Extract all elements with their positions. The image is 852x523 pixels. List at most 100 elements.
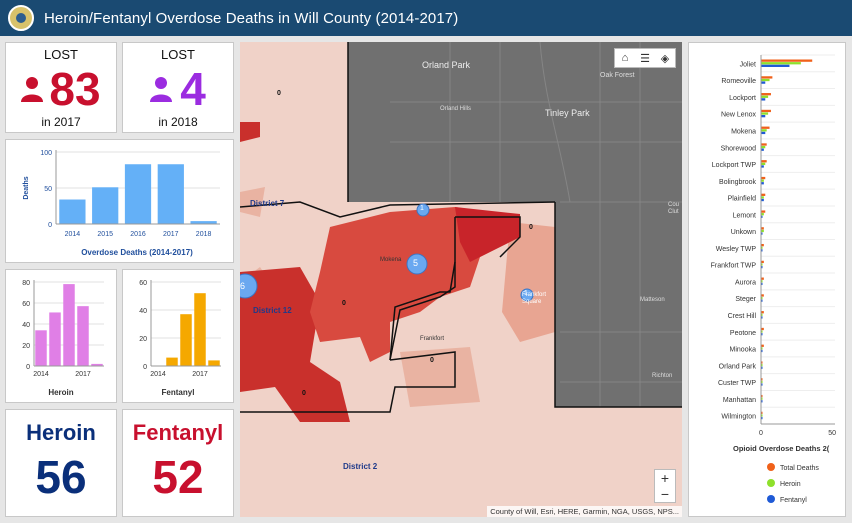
bar [761,400,763,403]
x-tick-label: 2014 [33,371,49,378]
map-canvas[interactable] [240,42,682,517]
bar [761,145,766,149]
x-tick-label: 2018 [196,231,212,238]
heroin-label: Heroin [26,420,96,445]
y-tick-label: 60 [22,301,30,308]
cluster-label[interactable]: 1 [524,290,528,297]
bar [761,95,769,98]
bar [761,313,763,316]
district-label: District 12 [253,306,292,315]
bar [761,411,763,415]
district-label: District 2 [343,462,378,471]
bar [194,293,206,366]
lost-2017-count: 83 [49,63,101,115]
category-label: Plainfield [728,196,757,203]
bar [761,64,790,67]
bar [761,229,764,233]
y-tick-label: 0 [26,364,30,371]
fentanyl-total-card: Fentanyl 52 [122,409,234,517]
bar [49,312,61,366]
bar [761,347,763,350]
lost-2018-count: 4 [180,63,206,115]
legend-swatch [767,495,775,503]
bar [761,299,763,302]
home-icon[interactable]: ⌂ [621,52,629,64]
category-label: New Lenox [721,112,757,119]
place-label: Tinley Park [545,108,590,118]
category-label: Aurora [735,279,756,286]
map-toolbar: ⌂ ☰ ◈ [614,48,676,68]
bar [166,357,178,366]
category-label: Wilmington [721,414,756,421]
bar [59,199,86,224]
y-tick-label: 20 [22,343,30,350]
bar [761,215,763,218]
opioid-bar-chart[interactable]: Joliet Romeoville Lockport New Lenox Mokena S… [689,43,845,516]
cluster-label[interactable]: 1 [420,205,424,212]
fentanyl-label: Fentanyl [132,420,224,445]
bar [761,227,764,230]
bar [761,98,766,101]
bar [124,164,152,224]
y-tick-label: 60 [139,280,147,287]
category-label: Lockport TWP [712,162,757,169]
zoom-control: + − [654,469,676,503]
cluster-label[interactable]: 5 [413,258,419,268]
place-label: Richton [652,373,673,379]
list-icon[interactable]: ☰ [640,52,650,65]
district-label: District 7 [250,199,285,208]
bar [761,112,769,115]
bar [91,363,103,366]
count-label: 0 [430,357,434,364]
place-label: Orland Hills [440,106,472,112]
page-title: Heroin/Fentanyl Overdose Deaths in Will … [44,9,459,27]
bar [761,148,764,151]
legend-swatch [767,463,775,471]
y-axis-title: Deaths [23,176,30,199]
y-tick-label: 50 [44,186,52,193]
zoom-in-button[interactable]: + [660,470,670,486]
bar [208,360,220,366]
layers-icon[interactable]: ◈ [660,52,670,65]
bar [761,380,763,384]
bar [761,193,766,196]
lost-label: LOST [44,47,78,62]
cluster-label[interactable]: 6 [240,281,246,291]
count-label: 0 [529,224,533,231]
bar [761,210,766,213]
lost-year-label: in 2017 [41,115,81,129]
legend-label: Total Deaths [780,465,819,472]
heroin-count: 56 [35,451,87,503]
bar [761,198,764,202]
bar [761,260,764,264]
bar [761,131,766,135]
bar [761,296,763,300]
bar [761,383,763,386]
map-attribution: County of Will, Esri, HERE, Garmin, NGA,… [487,506,682,517]
bar [761,311,764,314]
fentanyl-chart-panel: 0 20 40 60 2014 2017 Fentanyl [122,269,234,403]
bar [761,394,763,398]
zoom-out-button[interactable]: − [660,486,670,502]
chart-title: Opioid Overdose Deaths 2( [733,444,830,453]
overdose-chart-panel: 0 50 100 2014 2015 2016 2017 2018 Deaths Overdose… [5,139,234,263]
category-label: Wesley TWP [716,246,757,253]
bar [761,160,767,163]
bar [761,182,764,185]
heroin-bar-chart[interactable]: 0 20 40 60 80 2014 2017 Heroin [6,270,116,402]
overdose-bar-chart[interactable]: 0 50 100 2014 2015 2016 2017 2018 Deaths Overdose… [6,140,233,262]
bar [190,221,217,224]
x-tick-label: 2015 [97,231,113,238]
x-tick-label: 50 [828,430,836,437]
bar [761,280,763,283]
bar [77,306,89,366]
y-tick-label: 100 [40,150,52,157]
bar [761,243,764,247]
y-tick-label: 40 [22,322,30,329]
category-label: Orland Park [719,363,757,370]
fentanyl-bar-chart[interactable]: 0 20 40 60 2014 2017 Fentanyl [123,270,233,402]
place-label: Mokena [380,257,402,263]
chart-title: Heroin [48,388,73,397]
bar [761,232,763,235]
county-map[interactable]: Orland Park Oak Forest Orland Hills Tinl… [240,42,682,517]
